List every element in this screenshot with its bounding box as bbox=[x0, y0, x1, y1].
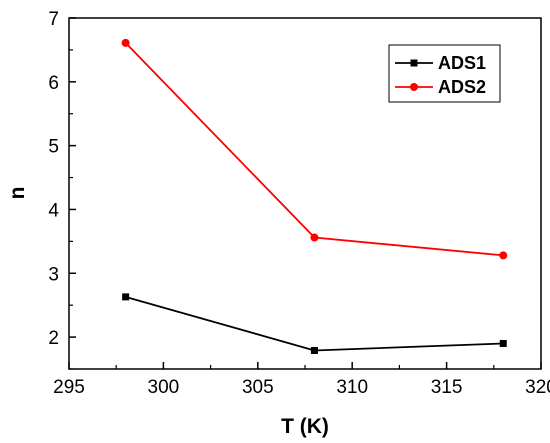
x-tick-label: 295 bbox=[53, 377, 85, 398]
legend: ADS1 ADS2 bbox=[388, 44, 501, 103]
legend-label-ads1: ADS1 bbox=[438, 53, 486, 73]
data-point-ads1 bbox=[310, 346, 318, 354]
data-point-ads2 bbox=[121, 38, 130, 47]
series-line-ads1 bbox=[125, 296, 504, 352]
y-tick-label: 2 bbox=[48, 328, 59, 349]
y-axis-title: n bbox=[6, 187, 29, 200]
y-tick-label: 4 bbox=[48, 200, 59, 221]
y-axis-ticks: 2 3 4 5 6 7 bbox=[48, 9, 76, 370]
y-tick-label: 3 bbox=[48, 264, 59, 285]
x-tick-label: 300 bbox=[148, 377, 180, 398]
data-point-ads2 bbox=[310, 233, 319, 242]
legend-label-ads2: ADS2 bbox=[438, 77, 486, 97]
x-tick-label: 320 bbox=[525, 377, 550, 398]
x-tick-label: 305 bbox=[242, 377, 274, 398]
y-tick-label: 7 bbox=[48, 9, 59, 30]
x-tick-label: 310 bbox=[336, 377, 368, 398]
data-point-ads2 bbox=[499, 251, 508, 260]
x-axis-ticks: 295 300 305 310 315 320 bbox=[53, 362, 550, 398]
y-tick-label: 5 bbox=[48, 137, 59, 158]
legend-box bbox=[388, 44, 501, 103]
series-layer bbox=[121, 38, 508, 354]
y-tick-label: 6 bbox=[48, 73, 59, 94]
data-point-ads1 bbox=[122, 293, 130, 301]
x-tick-label: 315 bbox=[431, 377, 463, 398]
x-axis-title: T (K) bbox=[281, 415, 329, 438]
legend-marker-ads2 bbox=[410, 83, 418, 91]
data-point-ads1 bbox=[499, 339, 507, 347]
legend-marker-ads1 bbox=[410, 59, 418, 67]
